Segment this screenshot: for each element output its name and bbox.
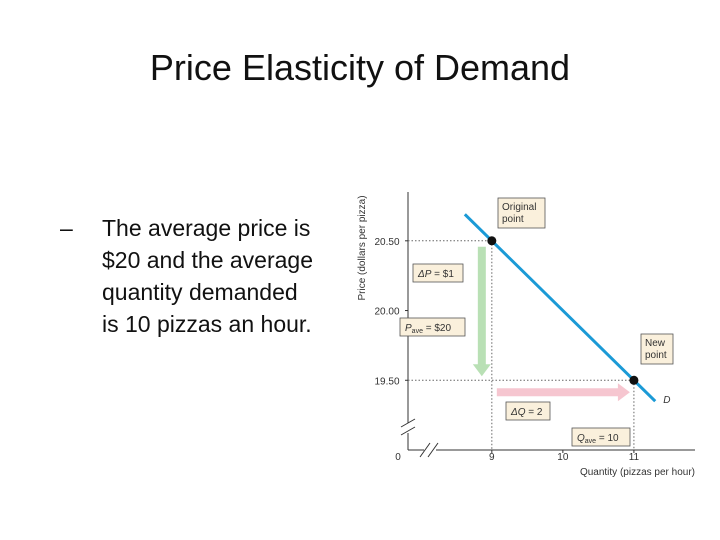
annotation-box <box>497 197 546 229</box>
axis-break <box>427 442 439 458</box>
bullet-text: $20 and the average <box>102 247 313 273</box>
annotation-text: ΔP = $1 <box>417 269 454 280</box>
annotation-value: = $20 <box>423 323 452 334</box>
annotation-symbol: P <box>405 323 412 334</box>
x-tick-label: 11 <box>629 452 640 463</box>
x-axis-label: Quantity (pizzas per hour) <box>580 467 695 478</box>
x-tick-label: 10 <box>557 452 569 463</box>
y-tick-label: 19.50 <box>374 376 399 387</box>
bullet-text: is 10 pizzas an hour. <box>102 311 312 337</box>
point-label: point <box>502 214 524 225</box>
annotation-value: = $1 <box>431 269 454 280</box>
annotation-box <box>399 317 466 337</box>
point-marker <box>629 375 639 385</box>
annotation-box <box>412 263 464 283</box>
bullet-dash: – <box>60 215 73 241</box>
annotation-symbol: Q <box>577 433 585 444</box>
y-tick-label: 20.00 <box>374 307 399 318</box>
point-label: Original <box>502 202 536 213</box>
demand-line <box>463 213 657 403</box>
annotation-text: Qave = 10 <box>577 433 619 445</box>
point-marker <box>487 236 497 246</box>
series-label: D <box>663 395 670 406</box>
price-change-arrow <box>472 246 491 377</box>
quantity-change-arrow <box>496 383 630 402</box>
axis-break <box>400 418 416 428</box>
y-axis-label: Price (dollars per pizza) <box>357 195 368 300</box>
y-tick-label: 20.50 <box>374 237 399 248</box>
annotation-symbol: ΔQ <box>510 407 526 418</box>
bullet-text: quantity demanded <box>102 279 298 305</box>
annotation-subscript: ave <box>412 328 423 335</box>
point-label: New <box>645 338 666 349</box>
annotation-text: ΔQ = 2 <box>510 407 543 418</box>
bullet-text: The average price is <box>102 215 310 241</box>
annotation-box <box>571 427 631 447</box>
annotation-box <box>505 401 551 421</box>
annotation-symbol: ΔP <box>417 269 432 280</box>
axis-break <box>400 426 416 436</box>
slide-title: Price Elasticity of Demand <box>150 47 570 88</box>
axes <box>400 192 695 458</box>
origin-label: 0 <box>395 452 401 463</box>
annotation-box <box>640 333 674 365</box>
annotation-value: = 10 <box>596 433 619 444</box>
axis-break <box>419 442 431 458</box>
point-label: point <box>645 350 667 361</box>
x-tick-label: 9 <box>489 452 495 463</box>
annotation-text: Pave = $20 <box>405 323 451 335</box>
annotation-value: = 2 <box>526 407 543 418</box>
annotation-subscript: ave <box>585 438 596 445</box>
